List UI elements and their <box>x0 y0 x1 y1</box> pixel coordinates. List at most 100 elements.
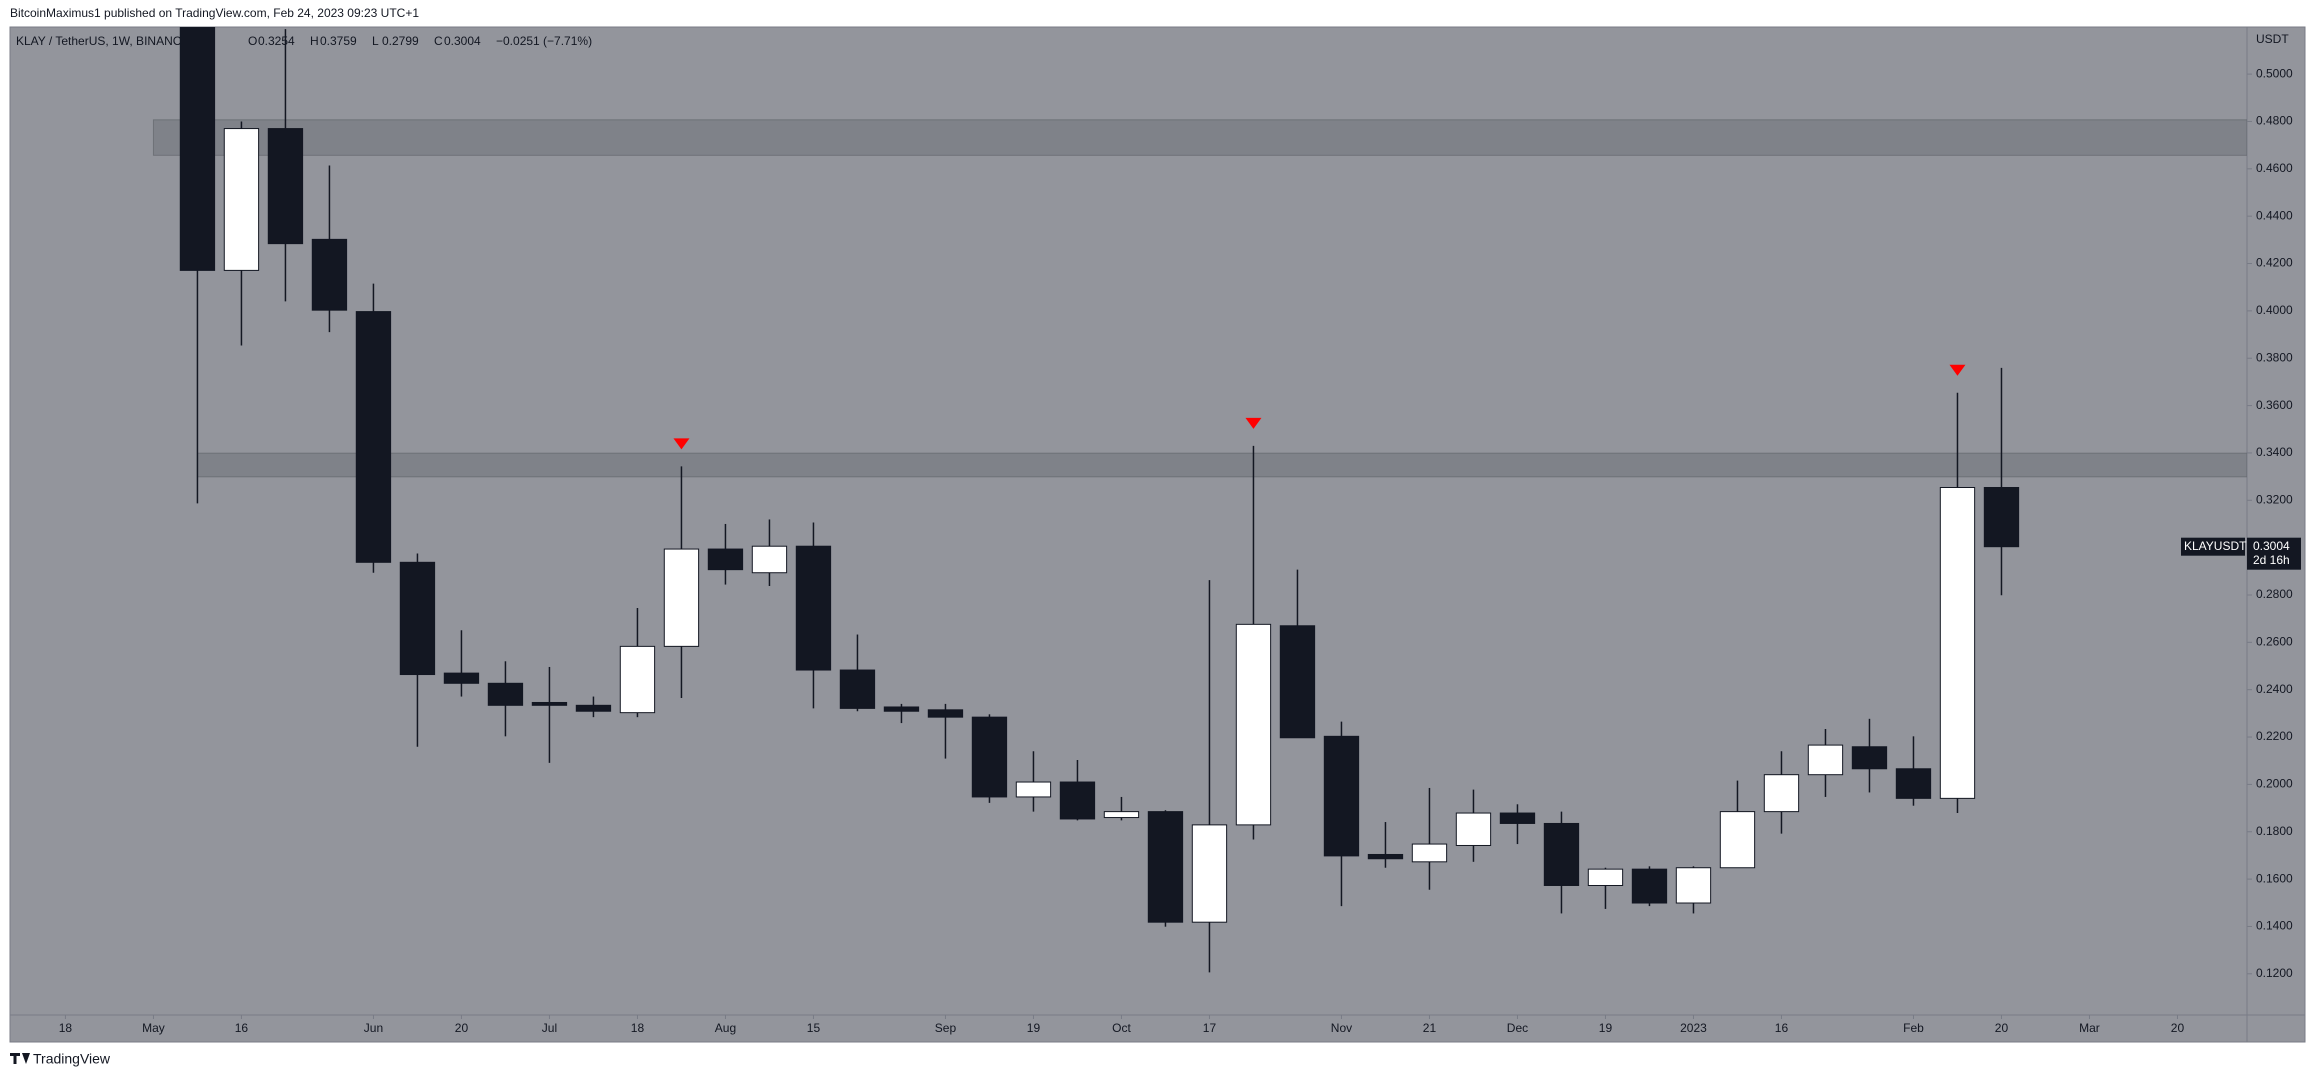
y-tick-label: 0.3400 <box>2256 445 2293 459</box>
candle-body <box>619 645 656 714</box>
x-tick-label: 19 <box>1027 1021 1041 1035</box>
x-tick-label: 18 <box>59 1021 73 1035</box>
y-unit: USDT <box>2256 32 2289 46</box>
x-tick-label: Nov <box>1331 1021 1352 1035</box>
candle-body <box>1675 867 1712 904</box>
symbol-tag-text: KLAYUSDT <box>2184 539 2247 553</box>
x-tick-label: Dec <box>1507 1021 1528 1035</box>
candle-body <box>1323 735 1360 857</box>
ohlc-value: 0.2799 <box>382 34 419 48</box>
y-tick-label: 0.1400 <box>2256 919 2293 933</box>
x-tick-label: Jun <box>364 1021 383 1035</box>
candle-body <box>1367 853 1404 860</box>
marker <box>673 438 690 450</box>
y-tick-label: 0.1200 <box>2256 966 2293 980</box>
x-tick-label: 15 <box>807 1021 821 1035</box>
candle-body <box>971 716 1008 798</box>
y-tick-label: 0.1800 <box>2256 824 2293 838</box>
x-tick-label: Aug <box>715 1021 736 1035</box>
candle-body <box>795 545 832 671</box>
y-tick-label: 0.4800 <box>2256 114 2293 128</box>
candle-body <box>1719 811 1756 869</box>
change-text: −0.0251 (−7.71%) <box>496 34 592 48</box>
candle-body <box>1587 868 1624 886</box>
candle-body <box>1059 781 1096 820</box>
candle-body <box>1543 822 1580 886</box>
price-tag-countdown: 2d 16h <box>2253 553 2290 567</box>
candle-body <box>1763 774 1800 813</box>
candle-body <box>179 27 216 271</box>
ohlc-label: L <box>372 34 379 48</box>
candle-body <box>1983 486 2020 548</box>
candle-body <box>663 548 700 647</box>
y-tick-label: 0.4600 <box>2256 161 2293 175</box>
ohlc-label: H <box>310 34 319 48</box>
resistance-zone <box>152 119 2247 156</box>
y-tick-label: 0.2400 <box>2256 682 2293 696</box>
y-tick-label: 0.3600 <box>2256 398 2293 412</box>
candle-body <box>311 238 348 311</box>
candle-body <box>575 704 612 712</box>
x-tick-label: May <box>142 1021 165 1035</box>
x-tick-label: 19 <box>1599 1021 1613 1035</box>
y-tick-label: 0.2600 <box>2256 635 2293 649</box>
candle-body <box>443 672 480 684</box>
candle-body <box>927 709 964 718</box>
candle-body <box>1147 811 1184 923</box>
candle-body <box>223 128 260 271</box>
ohlc-label: C <box>434 34 443 48</box>
candle-body <box>1631 868 1668 904</box>
y-tick-label: 0.4200 <box>2256 256 2293 270</box>
candle-body <box>355 311 392 563</box>
candle-body <box>1411 843 1448 863</box>
candle-body <box>751 545 788 574</box>
candle-body <box>1499 812 1536 824</box>
x-tick-label: 20 <box>1995 1021 2009 1035</box>
ohlc-value: 0.3004 <box>444 34 481 48</box>
y-tick-label: 0.4000 <box>2256 303 2293 317</box>
x-tick-label: 16 <box>235 1021 249 1035</box>
x-tick-label: Feb <box>1903 1021 1924 1035</box>
marker <box>1949 364 1966 376</box>
candle-body <box>1807 744 1844 776</box>
candle-body <box>883 706 920 712</box>
x-tick-label: Sep <box>935 1021 957 1035</box>
candle-body <box>1895 768 1932 799</box>
candle-body <box>1455 812 1492 846</box>
brand-logo <box>10 1053 30 1064</box>
candle-body <box>531 701 568 706</box>
marker <box>1245 417 1262 429</box>
x-tick-label: Jul <box>542 1021 557 1035</box>
candle-body <box>487 682 524 706</box>
x-tick-label: 17 <box>1203 1021 1217 1035</box>
x-tick-label: Oct <box>1112 1021 1131 1035</box>
x-tick-label: 18 <box>631 1021 645 1035</box>
ohlc-value: 0.3254 <box>258 34 295 48</box>
candle-body <box>1015 781 1052 798</box>
y-tick-label: 0.4400 <box>2256 208 2293 222</box>
y-tick-label: 0.3800 <box>2256 350 2293 364</box>
y-tick-label: 0.2000 <box>2256 777 2293 791</box>
candle-body <box>399 561 436 676</box>
symbol-tag <box>2181 537 2245 556</box>
y-tick-label: 0.2800 <box>2256 587 2293 601</box>
x-tick-label: 2023 <box>1680 1021 1707 1035</box>
candle-body <box>1939 486 1976 799</box>
y-tick-label: 0.3200 <box>2256 492 2293 506</box>
y-tick-label: 0.5000 <box>2256 66 2293 80</box>
ohlc-label: O <box>248 34 257 48</box>
ohlc-value: 0.3759 <box>320 34 357 48</box>
x-tick-label: 21 <box>1423 1021 1437 1035</box>
candle-body <box>1191 824 1228 923</box>
candle-body <box>1103 811 1140 819</box>
x-tick-label: 20 <box>455 1021 469 1035</box>
candle-body <box>1235 623 1272 826</box>
price-tag-value: 0.3004 <box>2253 539 2290 553</box>
publisher-line: BitcoinMaximus1 published on TradingView… <box>10 6 419 20</box>
x-tick-label: 16 <box>1775 1021 1789 1035</box>
candle-body <box>1279 625 1316 739</box>
plot: KLAY / TetherUS, 1W, BINANCE O 0.3254 H 0.37… <box>16 27 2247 973</box>
candle-body <box>1851 746 1888 770</box>
candle-body <box>267 128 304 245</box>
x-tick-label: Mar <box>2079 1021 2100 1035</box>
